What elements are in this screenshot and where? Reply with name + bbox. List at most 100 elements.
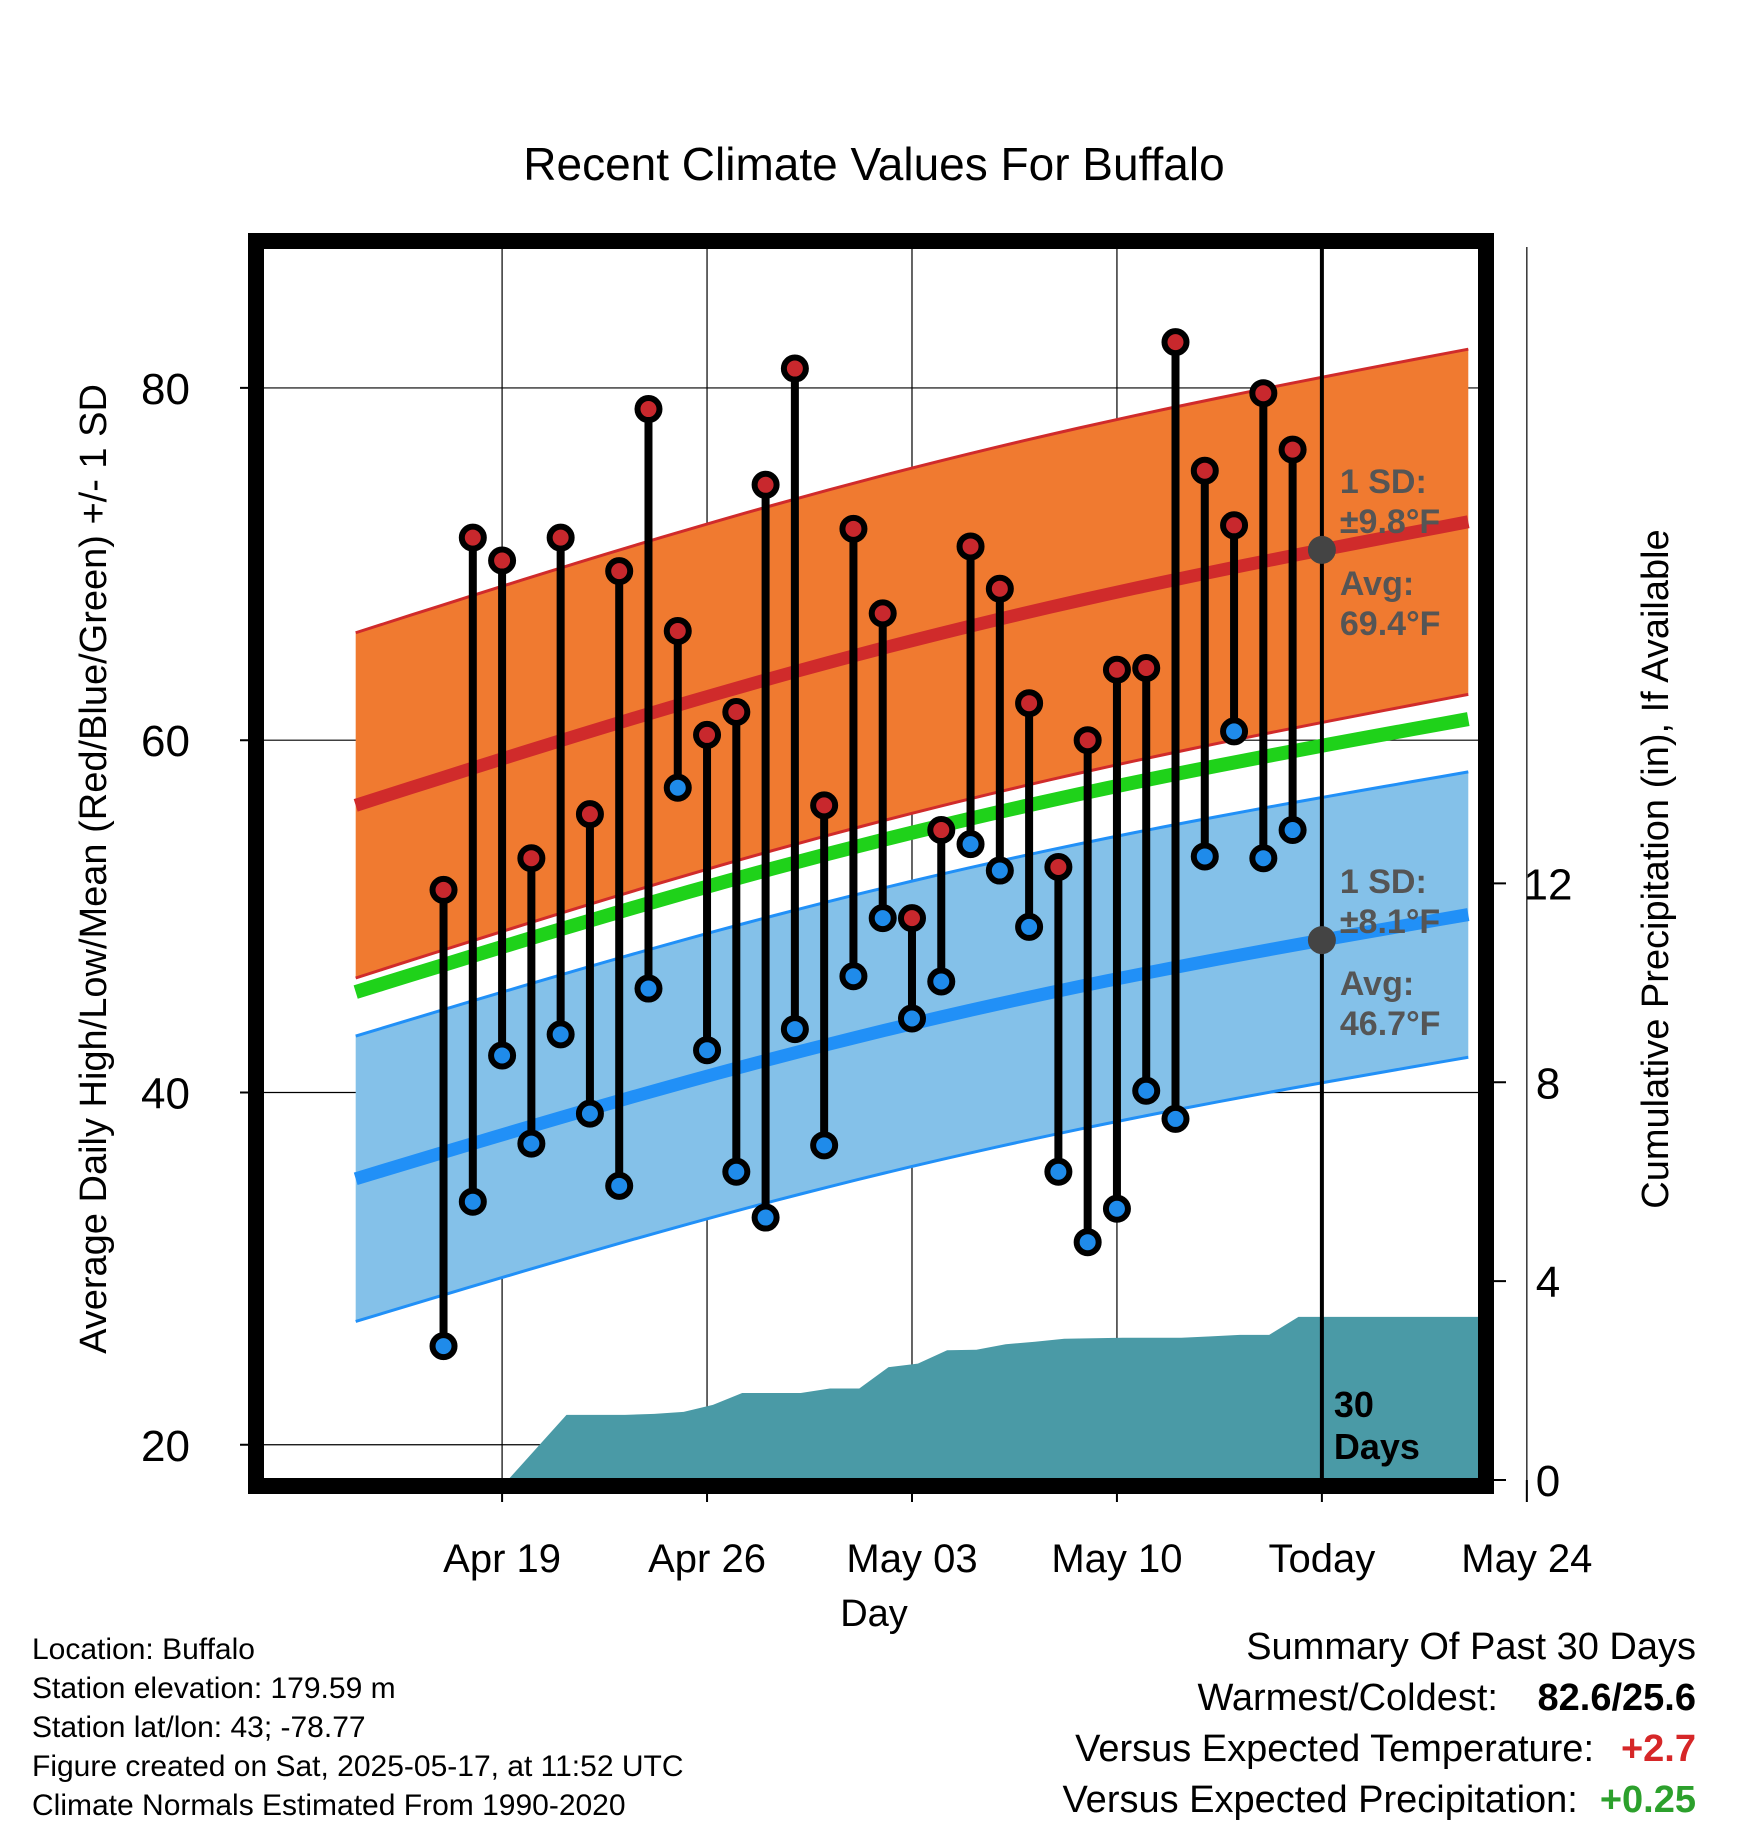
high-avg-annotation-line: 69.4°F bbox=[1340, 605, 1441, 643]
summary-heading: Summary Of Past 30 Days bbox=[1246, 1626, 1696, 1668]
low-avg-marker bbox=[1307, 926, 1336, 955]
temp-label: Versus Expected Temperature: bbox=[1075, 1728, 1594, 1770]
daily-observations bbox=[429, 328, 1307, 1361]
normal-high-avg-line bbox=[353, 515, 1470, 812]
y2-tick-label: 8 bbox=[1536, 1059, 1560, 1108]
high-point bbox=[927, 816, 956, 845]
low-point bbox=[780, 1015, 809, 1044]
low-point bbox=[575, 1099, 604, 1128]
x-tick-label: Apr 19 bbox=[443, 1537, 561, 1581]
precip-value: +0.25 bbox=[1599, 1779, 1696, 1821]
x-tick-label: May 03 bbox=[846, 1537, 977, 1581]
low-point bbox=[1073, 1228, 1102, 1257]
high-point bbox=[517, 844, 546, 873]
low-point bbox=[488, 1041, 517, 1070]
normal-low-lower-edge bbox=[355, 1055, 1469, 1323]
high-point bbox=[1190, 456, 1219, 485]
low-point bbox=[810, 1131, 839, 1160]
today-days-label-line: Days bbox=[1334, 1426, 1420, 1467]
high-point bbox=[956, 532, 985, 561]
today-days-label-line: 30 bbox=[1334, 1384, 1374, 1425]
high-point bbox=[1161, 328, 1190, 357]
temp-value: +2.7 bbox=[1620, 1728, 1696, 1770]
low-point bbox=[956, 830, 985, 859]
warm-cold-label: Warmest/Coldest: bbox=[1197, 1677, 1498, 1719]
elevation-text: Station elevation: 179.59 m bbox=[32, 1672, 396, 1705]
low-point bbox=[897, 1004, 926, 1033]
normals-text: Climate Normals Estimated From 1990-2020 bbox=[32, 1789, 626, 1822]
x-tick-label: May 10 bbox=[1051, 1537, 1182, 1581]
high-avg-annotation: Avg: 69.4°F bbox=[1340, 565, 1441, 643]
location-text: Location: Buffalo bbox=[32, 1633, 255, 1666]
warm-cold-value: 82.6/25.6 bbox=[1537, 1677, 1696, 1719]
precip-area bbox=[507, 1316, 1480, 1480]
low-point bbox=[1190, 842, 1219, 871]
high-point bbox=[663, 616, 692, 645]
high-point bbox=[488, 546, 517, 575]
y2-tick-label: 4 bbox=[1536, 1258, 1560, 1307]
today-days-label: 30 Days bbox=[1334, 1384, 1420, 1467]
high-point bbox=[546, 523, 575, 552]
high-point bbox=[575, 800, 604, 829]
low-point bbox=[605, 1171, 634, 1200]
low-point bbox=[1015, 912, 1044, 941]
x-tick-label: May 24 bbox=[1461, 1537, 1592, 1581]
high-avg-marker bbox=[1307, 535, 1336, 564]
high-point bbox=[429, 875, 458, 904]
y-tick-label: 20 bbox=[141, 1422, 190, 1471]
precip-label: Versus Expected Precipitation: bbox=[1062, 1779, 1578, 1821]
high-point bbox=[839, 514, 868, 543]
high-point bbox=[722, 698, 751, 727]
normal-low-upper-edge bbox=[355, 770, 1469, 1038]
low-point bbox=[839, 962, 868, 991]
low-point bbox=[634, 974, 663, 1003]
high-point bbox=[780, 354, 809, 383]
high-point bbox=[1249, 379, 1278, 408]
low-point bbox=[546, 1020, 575, 1049]
high-sd-annotation-line: ±9.8°F bbox=[1340, 503, 1440, 541]
high-point bbox=[751, 470, 780, 499]
normal-mean-line bbox=[353, 712, 1470, 999]
y2-tick-label: 12 bbox=[1524, 860, 1573, 909]
low-point bbox=[1278, 816, 1307, 845]
y-axis-label: Average Daily High/Low/Mean (Red/Blue/Gr… bbox=[73, 384, 115, 1354]
y2-axis-label: Cumulative Precipitation (in), If Availa… bbox=[1635, 529, 1677, 1208]
low-sd-annotation-line: 1 SD: bbox=[1340, 863, 1427, 901]
x-tick-label: Today bbox=[1269, 1537, 1376, 1581]
high-point bbox=[1073, 726, 1102, 755]
high-point bbox=[1278, 435, 1307, 464]
summary-precip: Versus Expected Precipitation: +0.25 bbox=[1062, 1775, 1696, 1826]
low-point bbox=[1102, 1194, 1131, 1223]
high-point bbox=[634, 395, 663, 424]
low-point bbox=[927, 967, 956, 996]
low-avg-annotation-line: Avg: bbox=[1340, 965, 1414, 1003]
low-point bbox=[1220, 717, 1249, 746]
high-sd-annotation-line: 1 SD: bbox=[1340, 463, 1427, 501]
y2-tick-label: 0 bbox=[1536, 1457, 1560, 1506]
precipitation-area bbox=[507, 1316, 1480, 1480]
low-point bbox=[722, 1157, 751, 1186]
low-avg-annotation: Avg: 46.7°F bbox=[1340, 965, 1441, 1043]
chart-title: Recent Climate Values For Buffalo bbox=[523, 138, 1224, 190]
low-point bbox=[693, 1036, 722, 1065]
summary-temp: Versus Expected Temperature: +2.7 bbox=[1062, 1724, 1696, 1775]
summary-panel: Summary Of Past 30 Days Warmest/Coldest:… bbox=[1062, 1622, 1696, 1826]
high-point bbox=[458, 523, 487, 552]
low-point bbox=[985, 856, 1014, 885]
summary-warm-cold: Warmest/Coldest: 82.6/25.6 bbox=[1062, 1673, 1696, 1724]
low-point bbox=[517, 1129, 546, 1158]
station-info: Location: Buffalo Station elevation: 179… bbox=[32, 1630, 684, 1825]
low-point bbox=[868, 904, 897, 933]
normal-low-band bbox=[355, 771, 1469, 1322]
low-point bbox=[429, 1332, 458, 1361]
high-point bbox=[1132, 653, 1161, 682]
x-tick-label: Apr 26 bbox=[648, 1537, 766, 1581]
low-point bbox=[1161, 1104, 1190, 1133]
normal-high-upper-edge bbox=[355, 347, 1469, 635]
low-sd-annotation: 1 SD: ±8.1°F bbox=[1340, 863, 1440, 941]
low-point bbox=[663, 773, 692, 802]
created-text: Figure created on Sat, 2025-05-17, at 11… bbox=[32, 1750, 684, 1783]
high-sd-annotation: 1 SD: ±9.8°F bbox=[1340, 463, 1440, 541]
normal-bands bbox=[353, 347, 1470, 1323]
